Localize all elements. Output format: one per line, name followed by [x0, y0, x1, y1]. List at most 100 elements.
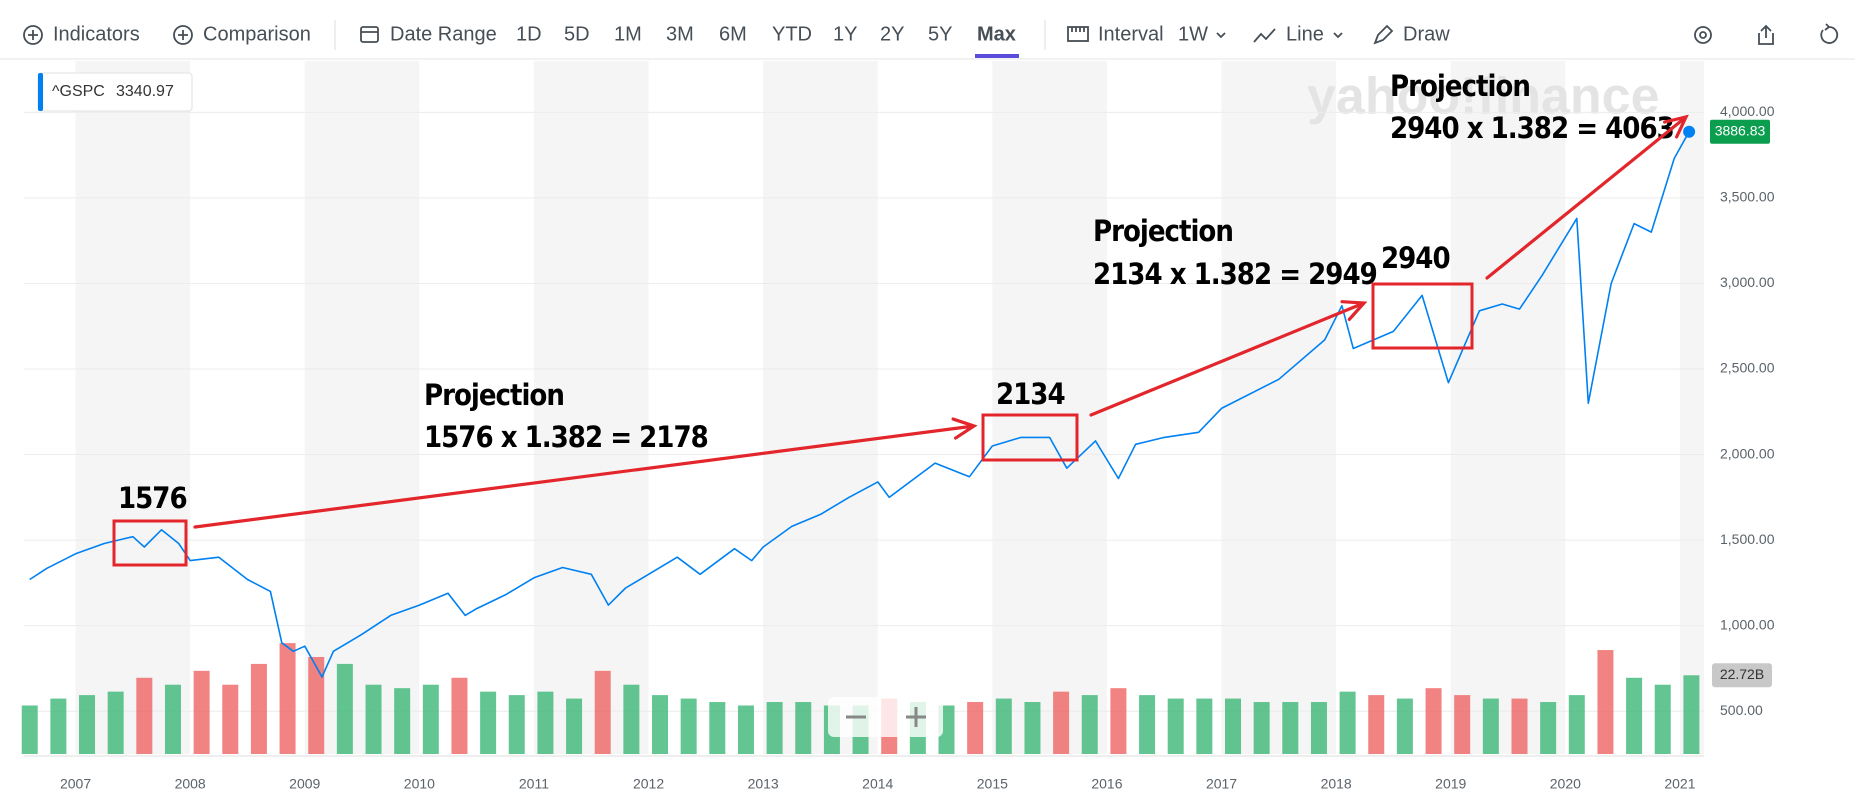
range-button[interactable]: Max	[977, 23, 1016, 45]
range-button[interactable]: 1M	[614, 23, 642, 45]
chevron	[1216, 32, 1226, 39]
range-button[interactable]: YTD	[772, 23, 812, 45]
annotations: 1576 Projection 1576 x 1.382 = 2178 2134…	[112, 69, 1689, 567]
volume-bar	[1396, 698, 1413, 754]
y-tick-label: 2,000.00	[1720, 445, 1775, 461]
volume-bar	[1683, 675, 1700, 754]
range-button[interactable]: 1D	[516, 23, 542, 45]
range-button[interactable]: 6M	[719, 23, 747, 45]
volume-bar	[1253, 702, 1270, 754]
x-tick-label: 2015	[977, 776, 1008, 792]
volume-bar	[737, 705, 754, 754]
volume-bar	[1568, 695, 1585, 754]
annotation-label: 1576	[118, 481, 187, 515]
range-button[interactable]: 2Y	[880, 23, 904, 45]
annotation-text: 2940 x 1.382 = 4063	[1390, 111, 1674, 145]
comparison-icon[interactable]	[173, 25, 193, 45]
indicators-icon[interactable]	[23, 25, 43, 45]
y-tick-label: 500.00	[1720, 702, 1763, 718]
volume-bar	[480, 691, 497, 754]
volume-bar	[1482, 698, 1499, 754]
arrow	[193, 417, 978, 529]
volume-bar	[1626, 677, 1643, 754]
volume-bar	[537, 691, 554, 754]
annotation-label: 2940	[1381, 241, 1450, 275]
annotation-box	[112, 519, 188, 567]
interval-value[interactable]: 1W	[1178, 23, 1208, 45]
indicators-button[interactable]: Indicators	[53, 23, 140, 45]
x-tick-label: 2011	[519, 776, 549, 792]
volume-bar	[566, 698, 583, 754]
interval-icon[interactable]	[1067, 26, 1089, 42]
x-tick-label: 2018	[1321, 776, 1352, 792]
annotation-text: 2134 x 1.382 = 2949	[1093, 257, 1377, 291]
volume-bar	[1425, 688, 1442, 754]
annotation-box	[1371, 282, 1474, 350]
volume-bar	[1110, 688, 1127, 754]
volume-bar	[1024, 702, 1041, 754]
y-tick-label: 3,000.00	[1720, 274, 1775, 290]
settings-button[interactable]	[1694, 26, 1712, 44]
interval-label[interactable]: Interval	[1098, 23, 1164, 45]
volume-label: 22.72B	[1720, 666, 1764, 682]
y-tick-label: 3,500.00	[1720, 189, 1775, 205]
chart-style-button[interactable]: Line	[1286, 23, 1324, 45]
draw-icon[interactable]	[1373, 24, 1394, 45]
volume-bar	[594, 670, 611, 754]
comparison-icon-plus	[178, 30, 188, 40]
volume-bar	[451, 677, 468, 754]
calendar-icon[interactable]	[360, 26, 379, 43]
x-tick-label: 2021	[1664, 776, 1695, 792]
price-line	[29, 131, 1690, 678]
draw-button[interactable]: Draw	[1403, 23, 1450, 45]
arrows	[193, 114, 1689, 529]
chevron	[1333, 32, 1343, 39]
volume-bar	[1282, 702, 1299, 754]
x-tick-label: 2019	[1435, 776, 1466, 792]
quote-stripe	[38, 73, 43, 111]
volume-bar	[308, 656, 325, 754]
reset-button[interactable]	[1820, 23, 1839, 44]
volume-bar	[79, 695, 96, 754]
range-buttons: 1D 5D 1M 3M 6M YTD 1Y 2Y 5Y Max	[516, 23, 1019, 58]
last-price-tag	[1710, 119, 1770, 144]
zoom-controls	[828, 697, 943, 737]
volume-bar	[1597, 650, 1614, 754]
arrow	[1089, 300, 1368, 417]
volume-bar	[1225, 698, 1242, 754]
interval-icon-ticks	[1071, 27, 1085, 32]
year-band	[304, 61, 420, 754]
range-button[interactable]: 1Y	[833, 23, 857, 45]
comparison-button[interactable]: Comparison	[203, 23, 311, 45]
volume-bar	[193, 670, 210, 754]
annotation-text: 1576 x 1.382 = 2178	[424, 420, 708, 454]
y-tick-label: 1,000.00	[1720, 616, 1775, 632]
range-button[interactable]: 5Y	[928, 23, 952, 45]
grid	[24, 111, 1704, 757]
y-tick-label: 4,000.00	[1720, 103, 1775, 119]
annotation-label: 2134	[996, 377, 1065, 411]
range-button[interactable]: 3M	[666, 23, 694, 45]
volume-bar	[795, 702, 812, 754]
zoom-in[interactable]	[906, 707, 926, 727]
toolbar: Indicators Comparison Date Range 1D 5D 1M 3…	[0, 20, 1855, 60]
x-tick-label: 2012	[633, 776, 664, 792]
quote-value: 3340.97	[116, 83, 174, 100]
x-tick-label: 2020	[1550, 776, 1581, 792]
volume-bar	[422, 684, 439, 754]
share-button[interactable]	[1758, 24, 1774, 45]
line-icon[interactable]	[1253, 28, 1276, 43]
y-tick-label: 1,500.00	[1720, 531, 1775, 547]
price-plot	[29, 125, 1696, 678]
range-button[interactable]: 5D	[564, 23, 590, 45]
last-price-label: 3886.83	[1715, 122, 1766, 138]
x-tick-label: 2013	[748, 776, 779, 792]
annotation-title: Projection	[424, 378, 564, 412]
date-range-button[interactable]: Date Range	[390, 23, 497, 45]
volume-bar	[336, 663, 353, 754]
volume-bar	[50, 698, 67, 754]
volume-bar	[766, 702, 783, 754]
volume-bar	[222, 684, 239, 754]
volume-bar	[250, 663, 267, 754]
